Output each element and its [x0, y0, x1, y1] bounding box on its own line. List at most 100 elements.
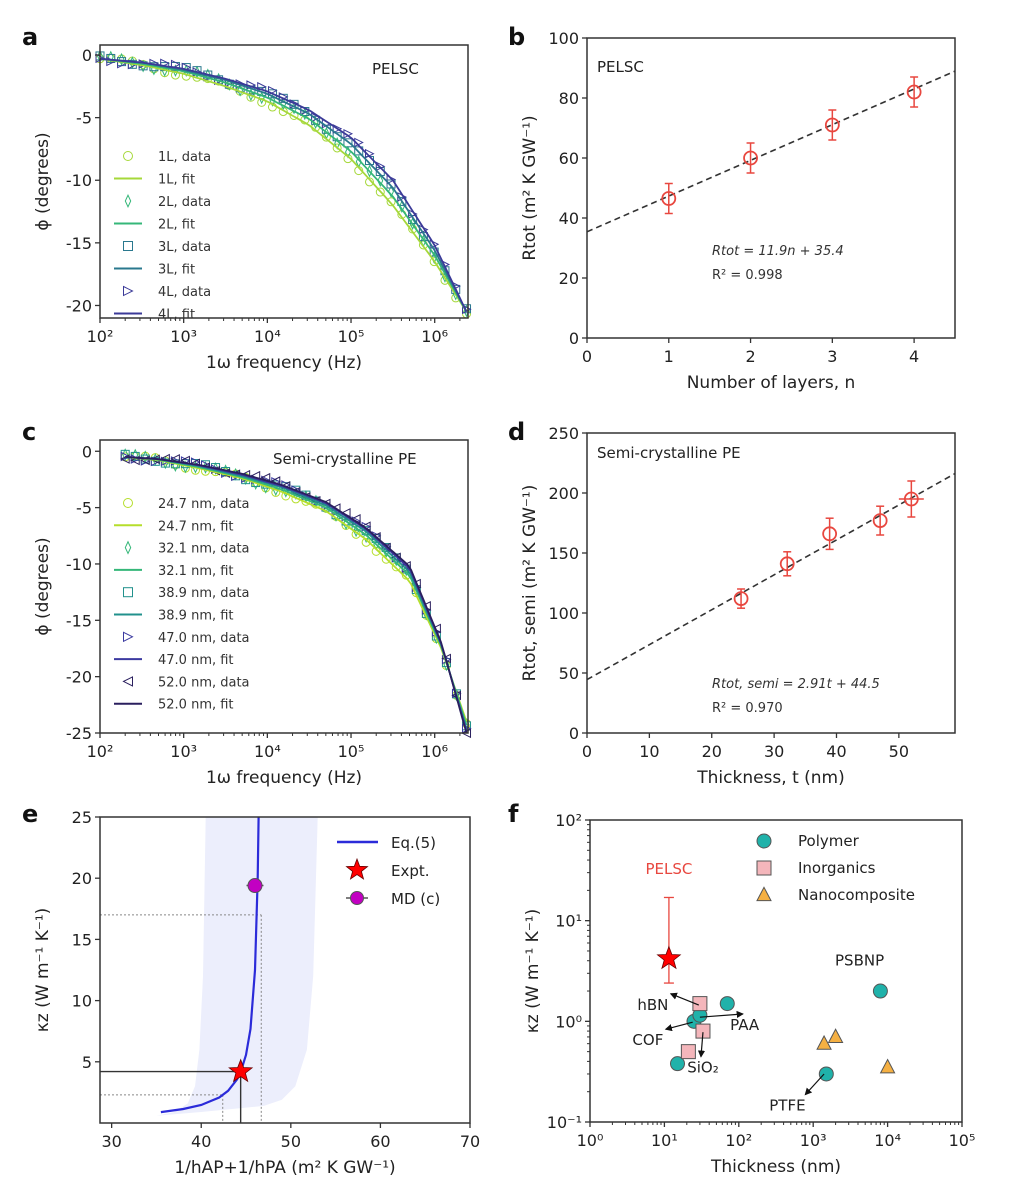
legend-entry: MD (c) [391, 890, 440, 908]
y-tick-label: 25 [72, 808, 92, 827]
x-tick-label: 10⁴ [874, 1131, 901, 1150]
square-marker [343, 138, 353, 148]
legend-entry: 1L, data [158, 150, 211, 165]
data-point [822, 526, 838, 542]
triangle-right-marker [332, 123, 343, 134]
x-tick-label: 10⁵ [338, 742, 365, 761]
plot-frame [99, 439, 469, 734]
x-axis-label: Thickness, t (nm) [696, 768, 845, 788]
y-tick-label: 80 [559, 89, 579, 108]
x-tick-label: 10⁵ [338, 327, 365, 346]
diamond-marker [377, 174, 384, 188]
y-tick-label: 10² [555, 811, 582, 830]
y-tick-label: 20 [559, 269, 579, 288]
label-arrow [669, 992, 700, 1006]
y-tick-label: 15 [72, 930, 92, 949]
x-tick-label: 50 [281, 1132, 301, 1151]
panel-letter-c: c [22, 418, 36, 446]
y-tick-label: -20 [66, 668, 92, 687]
x-tick-label: 40 [826, 742, 846, 761]
diamond-marker [122, 448, 129, 461]
triangle-right-marker [123, 285, 134, 297]
legend-entry: 2L, data [158, 195, 211, 210]
y-axis-label: ϕ (degrees) [33, 537, 53, 635]
x-tick-label: 10² [87, 327, 114, 346]
y-axis-label: ϕ (degrees) [33, 132, 53, 230]
y-tick-label: 10⁰ [555, 1012, 582, 1031]
point-label: COF [632, 1031, 663, 1049]
diamond-marker [443, 658, 450, 672]
x-tick-label: 4 [909, 347, 919, 366]
y-tick-label: 100 [548, 604, 579, 623]
data-point [903, 491, 919, 507]
x-tick-label: 10⁴ [254, 327, 281, 346]
x-axis-label: Thickness (nm) [710, 1157, 841, 1177]
legend-entry: 24.7 nm, data [158, 497, 250, 512]
y-tick-label: -5 [76, 109, 92, 128]
x-tick-label: 70 [460, 1132, 480, 1151]
y-tick-label: 0 [569, 329, 579, 348]
circle-marker [170, 70, 180, 80]
fit-line-321nm [125, 456, 468, 726]
y-axis-label: Rtot, semi (m² K GW⁻¹) [520, 485, 540, 682]
data-point [824, 117, 840, 133]
y-tick-label: 60 [559, 149, 579, 168]
panel-annotation: PELSC [372, 60, 419, 78]
legend-entry: Nanocomposite [798, 886, 915, 904]
nanocomposite-point [879, 1058, 896, 1074]
circle-marker [375, 187, 385, 197]
x-tick-label: 40 [191, 1132, 211, 1151]
panel-letter-b: b [508, 23, 525, 51]
x-axis-label: 1ω frequency (Hz) [206, 353, 362, 373]
fit-equation: Rtot, semi = 2.91t + 44.5 [712, 677, 880, 692]
y-axis-label: κz (W m⁻¹ K⁻¹) [33, 908, 53, 1033]
y-tick-label: 250 [548, 424, 579, 443]
y-tick-label: 10⁻¹ [547, 1113, 582, 1132]
fit-line-1L [99, 57, 468, 313]
panel-letter-d: d [508, 418, 525, 446]
legend-entry: 32.1 nm, fit [158, 564, 234, 579]
point-label: PTFE [769, 1097, 805, 1115]
inorganics-point [692, 996, 708, 1012]
triangle-right-marker [170, 59, 181, 70]
panel-annotation: Semi-crystalline PE [273, 450, 417, 468]
legend-entry: 52.0 nm, fit [158, 698, 234, 713]
y-tick-label: 10¹ [555, 912, 582, 931]
circle-marker [278, 107, 288, 117]
y-tick-label: 100 [548, 29, 579, 48]
fit-equation: Rtot = 11.9n + 35.4 [712, 244, 844, 259]
fit-line [586, 70, 956, 233]
x-tick-label: 10 [639, 742, 659, 761]
y-tick-label: -20 [66, 296, 92, 315]
x-tick-label: 10³ [800, 1131, 827, 1150]
y-tick-label: 0 [82, 442, 92, 461]
legend-entry: Expt. [391, 862, 430, 880]
panel-letter-e: e [22, 800, 38, 828]
circle-marker [343, 154, 353, 164]
data-point [906, 84, 922, 100]
y-tick-label: 0 [569, 724, 579, 743]
legend-entry: 1L, fit [158, 173, 195, 188]
x-tick-label: 30 [101, 1132, 121, 1151]
triangle-right-marker [123, 631, 134, 643]
panel-d: 0 10 20 30 40 50 0 50 100 150 200 250 Thickness, t (… [520, 424, 956, 788]
point-label: SiO₂ [687, 1059, 719, 1077]
x-axis-label: 1ω frequency (Hz) [206, 768, 362, 788]
nanocomposite-point [816, 1034, 832, 1050]
y-tick-label: 20 [72, 869, 92, 888]
panel-letter-a: a [22, 23, 38, 51]
panel-c: 10² 10³ 10⁴ 10⁵ 10⁶ 0 -5 -10 -15 -20 -25 1ω frequen… [33, 439, 472, 788]
diamond-marker [312, 116, 319, 130]
panel-e: 30 40 50 60 70 5 10 15 20 25 1/hAP+1/hPA (m² K GW⁻… [33, 808, 480, 1178]
y-tick-label: 0 [82, 46, 92, 65]
y-tick-label: -5 [76, 499, 92, 518]
legend-entry: 32.1 nm, data [158, 542, 250, 557]
x-axis-label: Number of layers, n [687, 373, 856, 393]
point-label: hBN [637, 996, 668, 1014]
polymer-point [719, 996, 735, 1012]
circle-marker [364, 177, 374, 187]
x-tick-label: 0 [582, 742, 592, 761]
x-tick-label: 10² [725, 1131, 752, 1150]
legend-entry: 4L, fit [158, 308, 195, 323]
